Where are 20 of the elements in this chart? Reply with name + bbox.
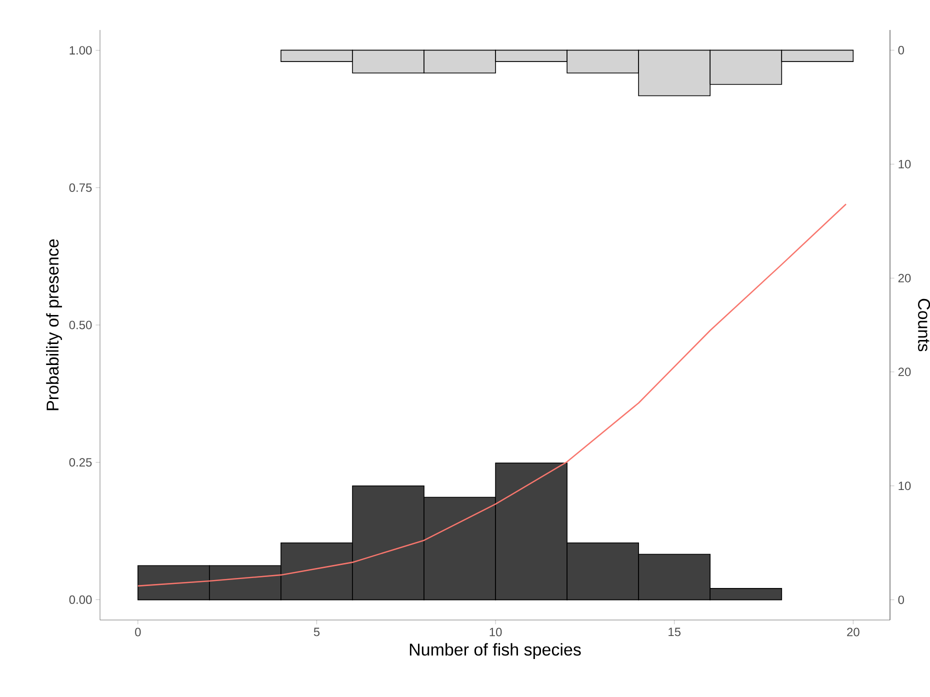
y-tick-label: 1.00 [70,46,92,55]
x-tick-label: 0 [135,628,141,636]
x-tick-label: 5 [314,628,320,636]
y2-axis-title: Counts [918,298,930,352]
x-tick-label: 15 [668,628,681,636]
y3-tick-label: 20 [898,274,911,282]
y-tick-label: 0.50 [69,320,92,330]
y-tick-label: 0.00 [69,595,92,604]
y3-tick-label: 10 [898,160,911,168]
y3-tick-label: 0 [898,46,904,54]
y2-tick-label: 10 [898,482,911,490]
x-tick-label: 20 [847,628,860,636]
y2-tick-label: 20 [898,368,911,376]
x-tick-label: 10 [490,628,502,636]
line-series [137,203,847,587]
y2-tick-label: 0 [898,596,904,604]
x-axis-title: Number of fish species [410,643,581,660]
y-axis-title: Probability of presence [46,239,62,410]
y-tick-label: 0.75 [69,183,92,192]
y-tick-label: 0.25 [69,458,92,467]
